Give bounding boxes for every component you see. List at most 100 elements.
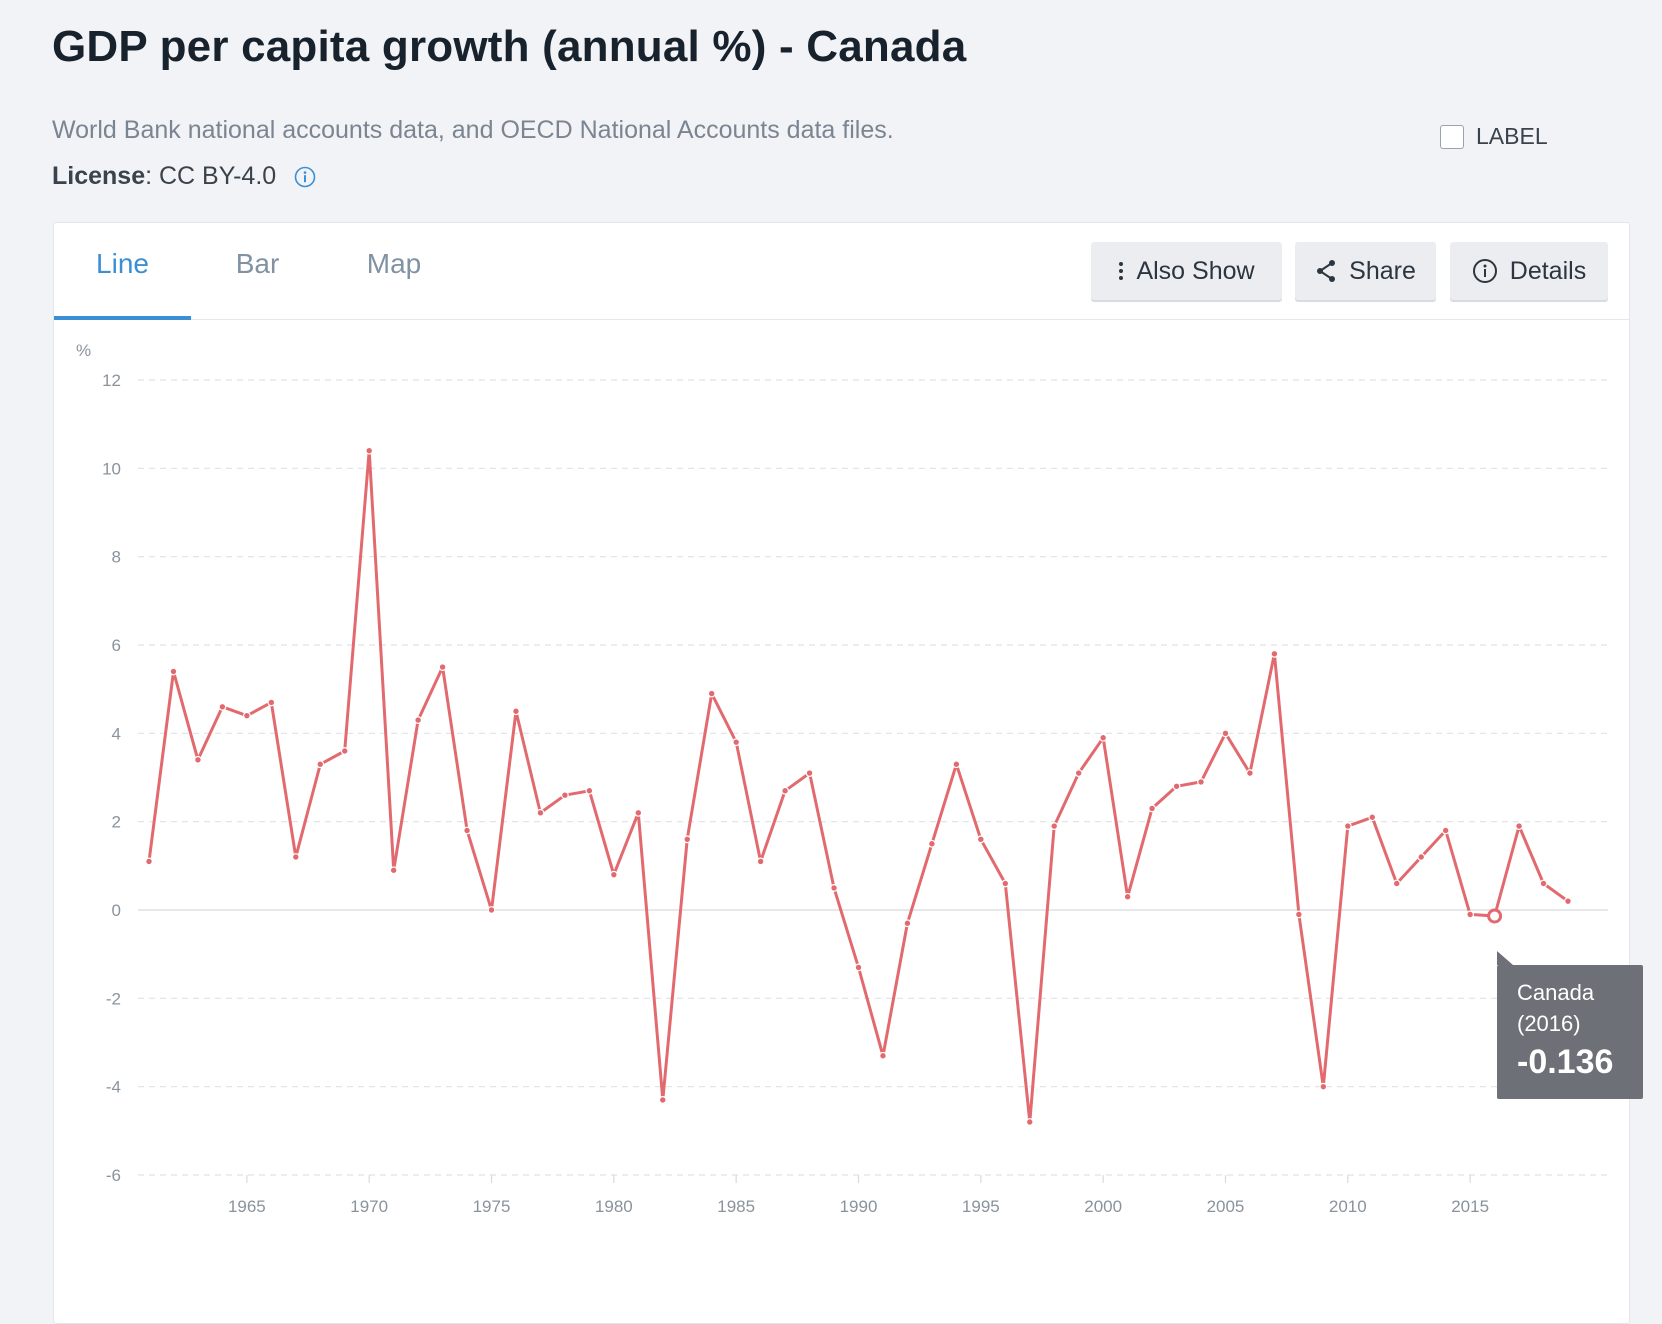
data-point [609, 870, 618, 879]
data-point [414, 716, 423, 724]
y-tick-label: -6 [106, 1166, 121, 1185]
y-tick-label: 10 [102, 459, 121, 478]
data-point [194, 755, 202, 764]
data-point [291, 853, 300, 861]
data-point [1417, 853, 1426, 861]
x-tick-label: 1965 [228, 1197, 266, 1216]
data-point [1294, 910, 1303, 919]
y-tick-label: -2 [106, 989, 121, 1008]
data-point [658, 1096, 667, 1104]
data-point [879, 1051, 887, 1060]
info-icon[interactable] [294, 166, 316, 188]
label-toggle[interactable]: LABEL [1440, 123, 1548, 150]
data-point [903, 919, 912, 928]
tooltip-value: -0.136 [1517, 1043, 1614, 1081]
data-point [145, 857, 153, 866]
x-tick-label: 2015 [1451, 1197, 1489, 1216]
tab-map[interactable]: Map [366, 248, 422, 279]
license-value: : CC BY-4.0 [145, 162, 277, 190]
data-point [976, 835, 985, 844]
view-tabs: Line Bar Map Also Show Share Details [54, 223, 1629, 320]
tooltip-year: (2016) [1517, 1011, 1581, 1036]
data-point [732, 738, 741, 747]
y-tick-label: 6 [112, 636, 121, 655]
line-chart: % 12 10 8 6 4 2 0 -2 -4 -6 1965 1970 1975 1980 1985 1990… [76, 341, 1608, 1216]
data-point [805, 769, 814, 777]
data-point [1466, 910, 1475, 919]
data-point [927, 839, 936, 848]
tooltip-country: Canada [1517, 980, 1595, 1005]
data-point [536, 808, 545, 817]
data-point [1025, 1118, 1034, 1126]
chart-card: Line Bar Map Also Show Share Details [53, 222, 1630, 1324]
y-tick-label: 4 [112, 724, 121, 743]
data-point [1099, 733, 1108, 742]
y-tick-label: 12 [102, 371, 121, 390]
highlighted-point [1487, 908, 1503, 924]
also-show-button[interactable]: Also Show [1091, 242, 1282, 300]
x-tick-label: 1990 [840, 1197, 878, 1216]
data-point [487, 906, 496, 914]
data-point [634, 808, 643, 817]
also-show-label: Also Show [1136, 256, 1255, 285]
data-point [1050, 822, 1059, 830]
share-label: Share [1349, 256, 1416, 285]
series-line [147, 449, 1569, 1124]
source-note: World Bank national accounts data, and O… [52, 116, 894, 144]
data-point [756, 857, 765, 866]
data-point [1172, 782, 1181, 791]
data-tooltip: Canada (2016) -0.136 [1497, 951, 1643, 1099]
data-point [781, 786, 790, 795]
data-point [1392, 879, 1401, 888]
tab-bar[interactable]: Bar [235, 248, 280, 279]
data-point [1343, 822, 1352, 830]
data-point [218, 702, 227, 711]
data-point [1221, 729, 1230, 738]
data-point [1270, 649, 1279, 658]
data-point [683, 835, 692, 844]
tab-line[interactable]: Line [54, 223, 191, 320]
details-label: Details [1509, 256, 1587, 285]
label-checkbox[interactable] [1440, 124, 1464, 149]
data-point [512, 707, 520, 716]
data-point [1197, 778, 1205, 786]
x-tick-label: 2010 [1329, 1197, 1367, 1216]
y-axis-unit-label: % [76, 341, 91, 360]
data-point [316, 760, 325, 769]
data-point [1319, 1082, 1328, 1091]
data-point [242, 711, 251, 720]
data-point [365, 446, 374, 455]
data-point [1515, 822, 1523, 830]
data-point [561, 791, 569, 800]
data-point [1123, 892, 1132, 901]
data-point [267, 698, 276, 707]
license-label: License [52, 162, 146, 190]
x-tick-label: 1970 [350, 1197, 388, 1216]
share-icon [1317, 260, 1336, 282]
y-tick-label: 2 [112, 813, 121, 832]
data-point [340, 747, 349, 755]
x-tick-label: 1985 [717, 1197, 755, 1216]
data-point [1246, 769, 1254, 777]
details-button[interactable]: Details [1450, 242, 1608, 300]
page-title: GDP per capita growth (annual %) - Canad… [52, 22, 967, 71]
data-point [830, 884, 838, 892]
data-point [1001, 879, 1010, 888]
x-tick-label: 1975 [473, 1197, 511, 1216]
data-point [438, 663, 447, 671]
x-tick-label: 2005 [1207, 1197, 1245, 1216]
y-tick-label: 0 [112, 901, 121, 920]
license-line: License : CC BY-4.0 [52, 162, 316, 191]
data-point [1148, 804, 1156, 813]
share-button[interactable]: Share [1295, 242, 1436, 300]
y-tick-label: -4 [106, 1078, 121, 1097]
data-point [952, 760, 961, 769]
data-point [463, 826, 471, 835]
label-toggle-text: LABEL [1476, 123, 1548, 149]
x-tick-label: 2000 [1084, 1197, 1122, 1216]
data-point [585, 786, 594, 795]
x-tick-label: 1995 [962, 1197, 1000, 1216]
data-point [169, 667, 178, 676]
data-point [854, 963, 863, 972]
data-point [1368, 813, 1377, 822]
